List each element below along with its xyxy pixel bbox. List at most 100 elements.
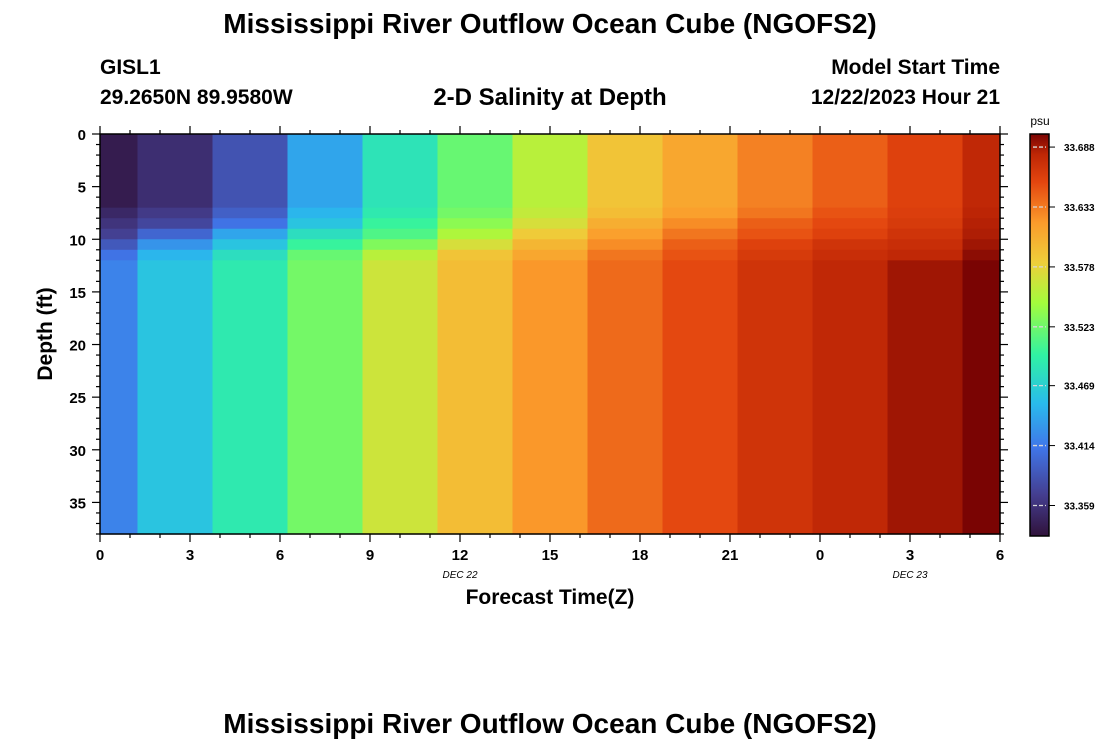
heatmap-cell bbox=[212, 228, 289, 240]
heatmap-cell bbox=[737, 134, 814, 209]
y-tick-label: 25 bbox=[69, 390, 86, 407]
heatmap-cell bbox=[437, 218, 514, 230]
heatmap-cell bbox=[887, 218, 964, 230]
heatmap-cell bbox=[962, 134, 1001, 209]
x-tick-label: 9 bbox=[366, 547, 374, 564]
heatmap-cell bbox=[137, 260, 214, 535]
heatmap-cell bbox=[737, 239, 814, 251]
heatmap-cell bbox=[587, 249, 664, 261]
heatmap-cell bbox=[212, 249, 289, 261]
x-tick-label: 12 bbox=[452, 547, 469, 564]
y-tick-label: 15 bbox=[69, 285, 86, 302]
heatmap-cell bbox=[662, 228, 739, 240]
heatmap-cell bbox=[962, 249, 1001, 261]
heatmap-cell bbox=[737, 218, 814, 230]
x-tick-label: 6 bbox=[276, 547, 284, 564]
heatmap-cell bbox=[587, 207, 664, 219]
x-tick-label: 0 bbox=[816, 547, 824, 564]
x-date-label: DEC 23 bbox=[892, 570, 927, 581]
heatmap-cell bbox=[662, 134, 739, 209]
heatmap-cell bbox=[100, 249, 139, 261]
salinity-heatmap-chart: 0 5 10 15 20 25 30 35 0 3 6 9 12 15 18 21 0 3 6 DEC 22 DEC … bbox=[34, 114, 1095, 609]
chart-title: Mississippi River Outflow Ocean Cube (NG… bbox=[223, 8, 877, 39]
next-chart-title: Mississippi River Outflow Ocean Cube (NG… bbox=[223, 708, 877, 739]
colorbar-tick-label: 33.633 bbox=[1064, 203, 1095, 214]
heatmap-cell bbox=[287, 228, 364, 240]
heatmap-cell bbox=[512, 260, 589, 535]
heatmap-cell bbox=[887, 207, 964, 219]
colorbar-ticks: 33.688 33.633 33.578 33.523 33.469 33.414 33.3… bbox=[1033, 143, 1095, 512]
heatmap-cell bbox=[287, 249, 364, 261]
y-tick-label: 5 bbox=[78, 180, 86, 197]
colorbar-gradient bbox=[1029, 133, 1050, 537]
heatmap-cell bbox=[137, 207, 214, 219]
heatmap-cell bbox=[512, 228, 589, 240]
heatmap-cell bbox=[437, 249, 514, 261]
y-tick-label: 20 bbox=[69, 338, 86, 355]
heatmap-cell bbox=[962, 260, 1001, 535]
heatmap-cell bbox=[287, 239, 364, 251]
colorbar-unit-label: psu bbox=[1030, 114, 1049, 128]
heatmap-cell bbox=[662, 207, 739, 219]
heatmap-cell bbox=[737, 207, 814, 219]
station-coordinates: 29.2650N 89.9580W bbox=[100, 86, 293, 109]
heatmap-cell bbox=[100, 228, 139, 240]
station-id: GISL1 bbox=[100, 56, 161, 79]
heatmap-cell bbox=[212, 207, 289, 219]
chart-subtitle: 2-D Salinity at Depth bbox=[433, 84, 667, 111]
x-tick-label: 15 bbox=[542, 547, 559, 564]
heatmap-cell bbox=[587, 218, 664, 230]
x-axis-label: Forecast Time(Z) bbox=[466, 586, 635, 609]
x-date-label: DEC 22 bbox=[442, 570, 477, 581]
heatmap-cell bbox=[362, 260, 439, 535]
heatmap-cell bbox=[737, 260, 814, 535]
heatmap-cell bbox=[587, 134, 664, 209]
heatmap-cell bbox=[962, 218, 1001, 230]
x-tick-label: 21 bbox=[722, 547, 739, 564]
heatmap-cell bbox=[512, 134, 589, 209]
heatmap-cell bbox=[962, 228, 1001, 240]
colorbar-tick-label: 33.414 bbox=[1064, 442, 1095, 453]
heatmap-cell bbox=[362, 239, 439, 251]
heatmap-cell bbox=[812, 260, 889, 535]
model-start-label: Model Start Time bbox=[831, 56, 1000, 79]
colorbar-tick-label: 33.523 bbox=[1064, 323, 1095, 334]
heatmap-cell bbox=[362, 228, 439, 240]
heatmap-cell bbox=[100, 134, 139, 209]
heatmap-cell bbox=[887, 239, 964, 251]
x-tick-label: 18 bbox=[632, 547, 649, 564]
heatmap-cell bbox=[137, 134, 214, 209]
heatmap-cell bbox=[137, 249, 214, 261]
y-axis-label: Depth (ft) bbox=[34, 287, 57, 380]
heatmap-cell bbox=[887, 134, 964, 209]
heatmap-cell bbox=[137, 239, 214, 251]
heatmap-cell bbox=[137, 218, 214, 230]
x-tick-label: 0 bbox=[96, 547, 104, 564]
heatmap-cell bbox=[437, 207, 514, 219]
heatmap-cell bbox=[662, 218, 739, 230]
y-tick-label: 0 bbox=[78, 127, 86, 144]
heatmap-cell bbox=[212, 134, 289, 209]
colorbar-tick-label: 33.578 bbox=[1064, 263, 1095, 274]
x-tick-label: 3 bbox=[906, 547, 914, 564]
y-tick-label: 10 bbox=[69, 232, 86, 249]
heatmap-cell bbox=[812, 134, 889, 209]
heatmap-cell bbox=[962, 207, 1001, 219]
x-tick-label: 3 bbox=[186, 547, 194, 564]
heatmap-cell bbox=[437, 228, 514, 240]
heatmap-cell bbox=[512, 249, 589, 261]
heatmap-cell bbox=[662, 239, 739, 251]
heatmap-cell bbox=[737, 228, 814, 240]
heatmap-cell bbox=[887, 228, 964, 240]
heatmap-cell bbox=[362, 218, 439, 230]
y-axis: 0 5 10 15 20 25 30 35 bbox=[69, 127, 1008, 535]
heatmap-cell bbox=[737, 249, 814, 261]
heatmap-cell bbox=[287, 207, 364, 219]
heatmap-cell bbox=[287, 134, 364, 209]
heatmap-cell bbox=[962, 239, 1001, 251]
heatmap-cell bbox=[812, 249, 889, 261]
heatmap-cell bbox=[812, 207, 889, 219]
heatmap-cell bbox=[812, 218, 889, 230]
heatmap-cell bbox=[512, 239, 589, 251]
heatmap-cell bbox=[100, 218, 139, 230]
